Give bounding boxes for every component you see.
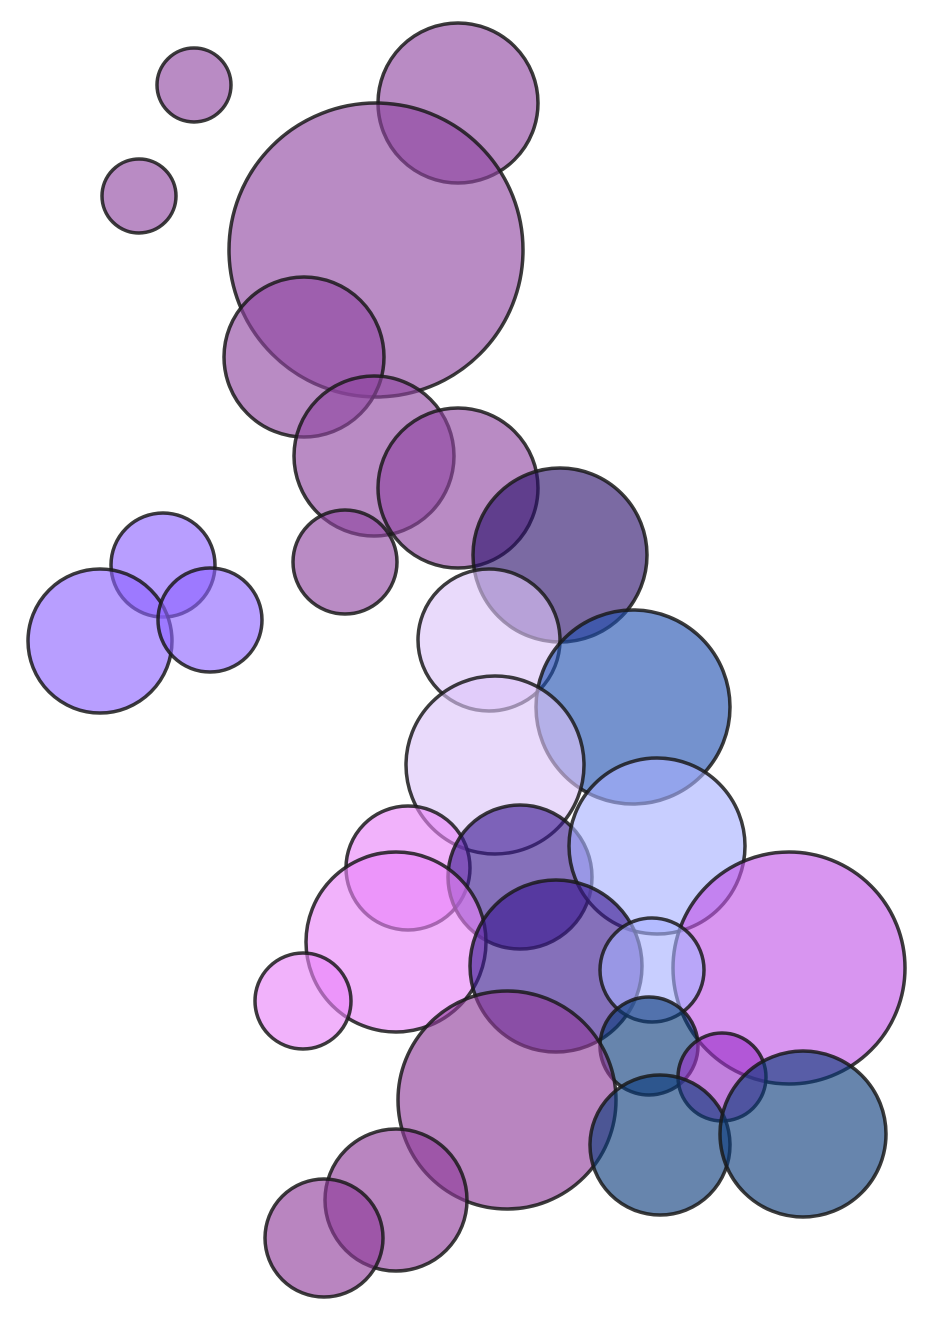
bubble-12	[156, 566, 264, 674]
bubble-11	[26, 567, 174, 715]
bubble-8	[291, 508, 399, 616]
bubble-30	[263, 1177, 385, 1299]
bubble-28	[718, 1049, 888, 1219]
bubble-2	[100, 157, 178, 235]
bubble-27	[588, 1073, 732, 1217]
bubble-23	[253, 951, 353, 1051]
bubble-1	[155, 46, 233, 124]
bubble-layer	[26, 21, 907, 1299]
